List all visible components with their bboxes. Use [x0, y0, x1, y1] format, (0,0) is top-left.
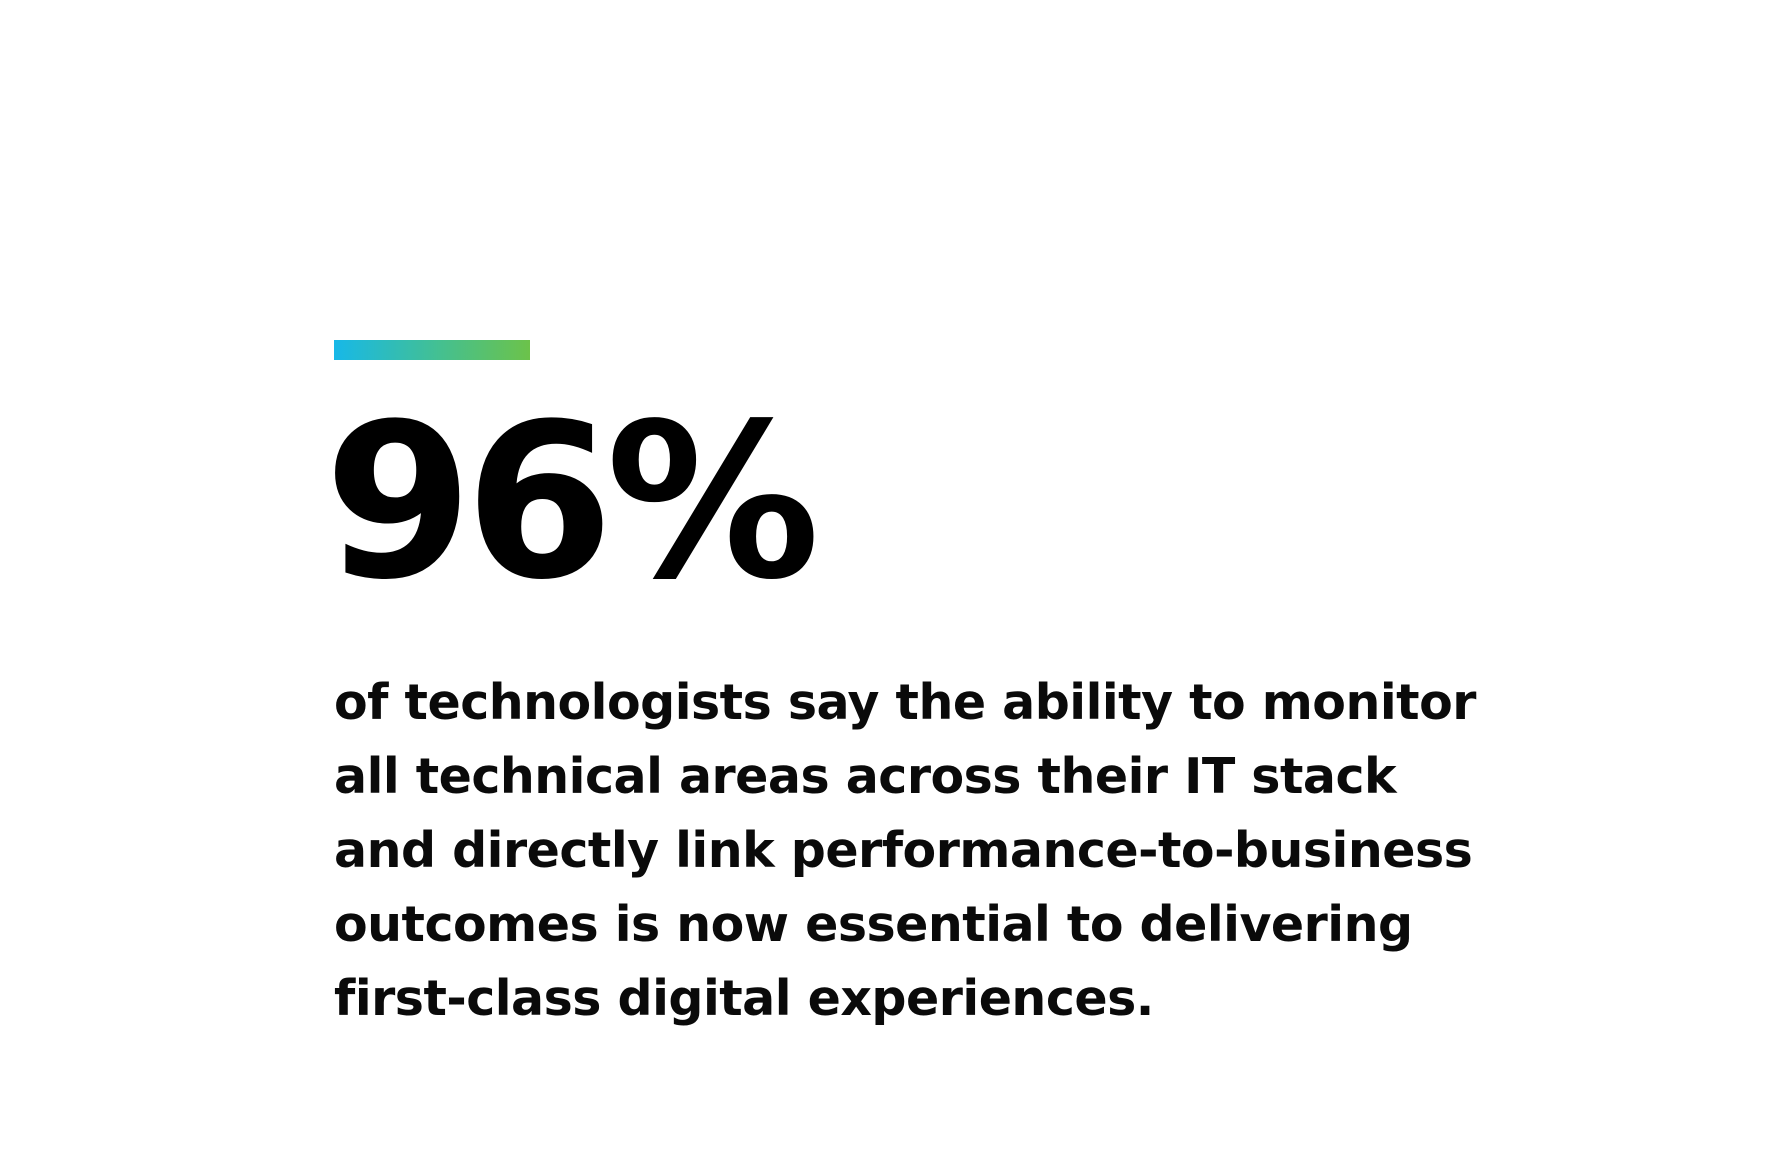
stat-description-line: all technical areas across their IT stac…	[334, 748, 1397, 805]
accent-bar	[334, 340, 530, 360]
stat-description: of technologists say the ability to moni…	[334, 666, 1534, 1036]
stat-number: 96%	[324, 378, 820, 627]
stat-description-line: first-class digital experiences.	[334, 970, 1154, 1027]
stat-description-line: of technologists say the ability to moni…	[334, 674, 1476, 731]
stat-description-line: and directly link performance-to-busines…	[334, 822, 1473, 879]
stat-card: 96% of technologists say the ability to …	[324, 340, 1534, 1036]
stat-description-line: outcomes is now essential to delivering	[334, 896, 1413, 953]
